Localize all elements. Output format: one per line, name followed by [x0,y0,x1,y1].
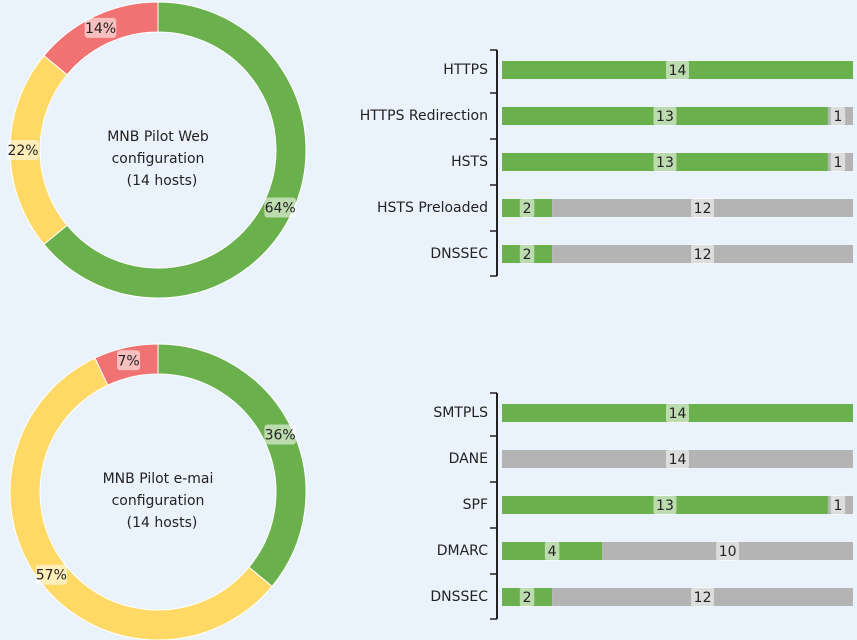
label-box [830,152,846,172]
data-label: 2 [523,201,532,217]
data-label: 7% [117,353,139,369]
category-label: DNSSEC [430,246,488,262]
label-box [716,541,740,561]
data-label: 12 [694,247,712,263]
label-box [666,60,689,80]
label-box [519,587,535,607]
category-label: SPF [463,497,488,513]
data-label: 14 [669,452,687,468]
label-box [519,244,535,264]
donut-segment [43,1,307,299]
center-text: (14 hosts) [127,515,198,531]
data-label: 22% [7,143,38,159]
data-label: 1 [833,498,842,514]
donut-segment [157,343,307,588]
label-box [691,198,715,218]
data-label: 2 [523,590,532,606]
label-box [830,495,846,515]
data-label: 10 [719,544,737,560]
category-label: SMTPLS [433,405,488,421]
data-label: 4 [548,544,557,560]
data-label: 13 [656,155,674,171]
data-label: 1 [833,155,842,171]
label-box [264,424,296,445]
label-box [691,587,715,607]
donut-segment [43,1,159,76]
label-box [519,198,535,218]
data-label: 14 [669,63,687,79]
center-text: configuration [112,151,205,167]
data-label: 13 [656,498,674,514]
label-box [264,197,296,218]
label-box [84,17,117,38]
label-box [653,495,677,515]
data-label: 1 [833,109,842,125]
label-box [7,140,39,160]
category-label: HTTPS [443,62,488,78]
category-label: DNSSEC [430,589,488,605]
category-label: DANE [449,451,488,467]
label-box [653,106,677,126]
label-box [117,350,141,371]
category-label: HTTPS Redirection [360,108,488,124]
category-label: HSTS [451,154,488,170]
label-box [666,449,689,469]
center-text: configuration [112,493,205,509]
center-text: MNB Pilot e-mai [103,471,214,487]
data-label: 14% [85,21,116,37]
center-text: MNB Pilot Web [107,129,209,145]
label-box [666,403,689,423]
data-label: 14 [669,406,687,422]
label-box [544,541,560,561]
category-label: HSTS Preloaded [377,200,488,216]
donut-segment [9,357,273,640]
data-label: 12 [694,590,712,606]
label-box [830,106,846,126]
data-label: 13 [656,109,674,125]
label-box [653,152,677,172]
data-label: 12 [694,201,712,217]
data-label: 64% [265,200,296,216]
label-box [35,564,68,585]
center-text: (14 hosts) [127,173,198,189]
data-label: 57% [36,568,67,584]
data-label: 2 [523,247,532,263]
label-box [691,244,715,264]
data-label: 36% [265,428,296,444]
category-label: DMARC [437,543,488,559]
